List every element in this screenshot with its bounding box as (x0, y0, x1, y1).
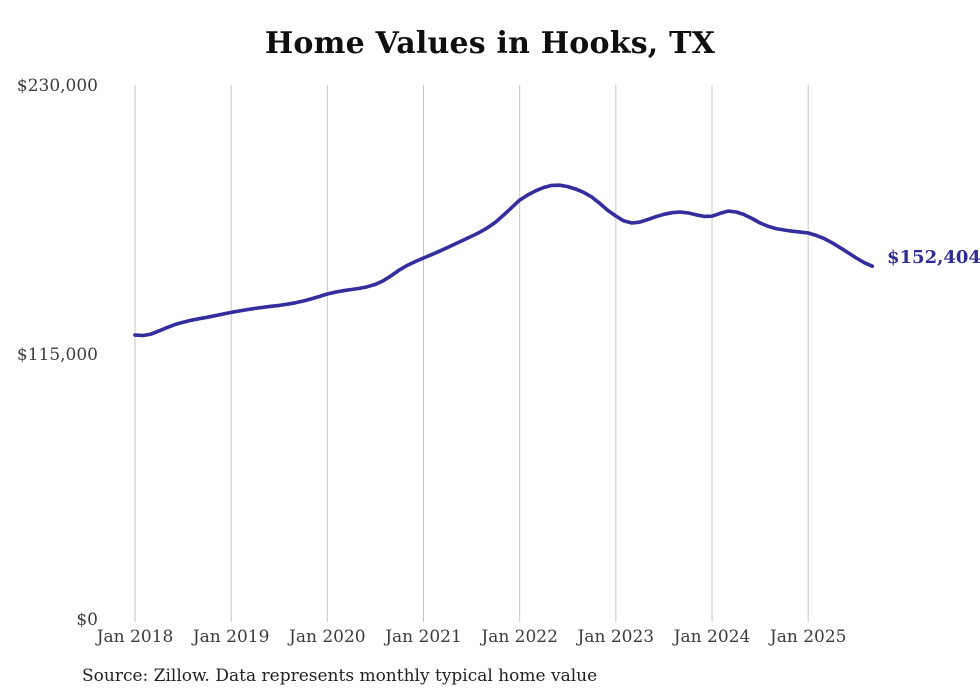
y-axis-label-230000: $230,000 (16, 76, 98, 96)
x-axis-label: Jan 2025 (769, 627, 847, 647)
x-axis-label: Jan 2021 (385, 627, 462, 647)
current-value-label: $152,404 (887, 247, 980, 268)
x-axis-label: Jan 2023 (577, 627, 655, 647)
chart-title: Home Values in Hooks, TX (264, 26, 716, 61)
x-axis-label: Jan 2020 (289, 627, 366, 647)
gridlines (134, 85, 809, 622)
y-axis-label-0: $0 (76, 610, 98, 630)
y-axis-label-115000: $115,000 (16, 345, 98, 365)
x-axis-label: Jan 2022 (481, 627, 558, 647)
x-axis-label: Jan 2024 (673, 627, 751, 647)
source-note: Source: Zillow. Data represents monthly … (82, 666, 598, 686)
home-value-line (133, 183, 875, 338)
x-axis-label: Jan 2019 (192, 627, 270, 647)
x-axis-label: Jan 2018 (96, 627, 174, 647)
